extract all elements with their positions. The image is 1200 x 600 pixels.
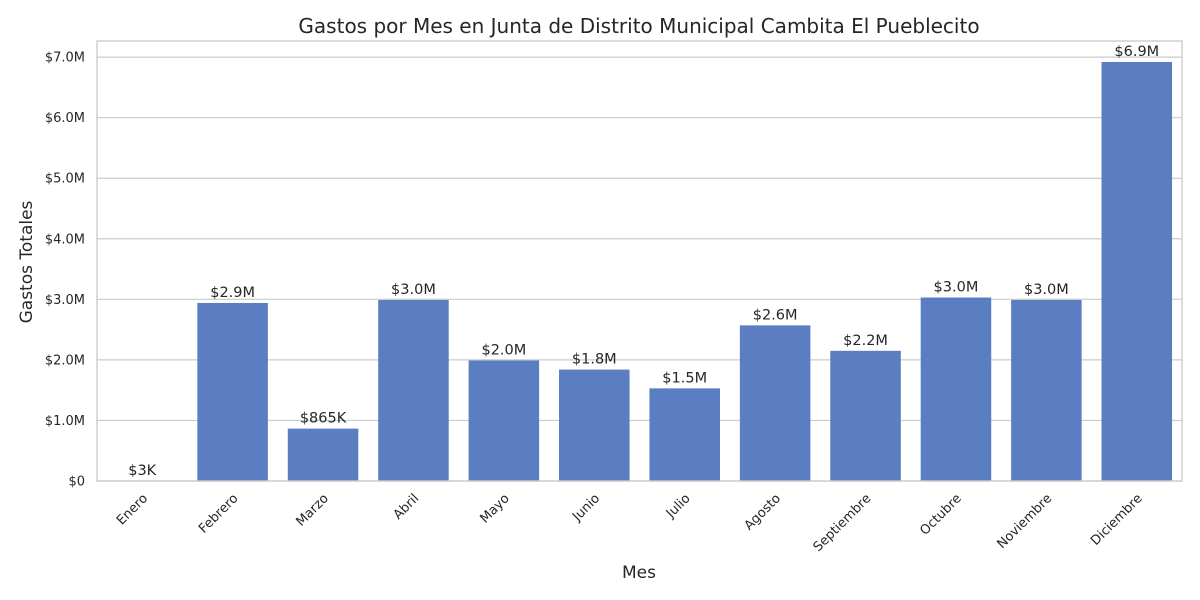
x-tick-label: Marzo (293, 491, 331, 529)
data-label: $2.2M (843, 333, 888, 349)
bar (287, 428, 359, 481)
bar (378, 299, 449, 481)
bar (1011, 299, 1082, 481)
y-tick-label: $0 (68, 475, 85, 490)
data-label: $1.5M (662, 370, 707, 386)
bar (197, 302, 268, 481)
data-label: $2.9M (210, 285, 255, 301)
bar (920, 297, 992, 481)
x-tick-label: Enero (114, 491, 151, 528)
x-tick-label: Septiembre (811, 491, 875, 555)
bar (1101, 61, 1173, 481)
data-label: $865K (300, 411, 347, 427)
data-label: $2.6M (753, 307, 798, 323)
x-tick-label: Junio (569, 491, 603, 525)
data-label: $1.8M (572, 352, 617, 368)
grid-lines (97, 56, 1182, 482)
data-label: $6.9M (1114, 44, 1159, 60)
x-axis-label: Mes (622, 563, 656, 583)
y-tick-label: $6.0M (45, 111, 85, 126)
y-tick-label: $5.0M (45, 172, 85, 187)
x-tick-label: Noviembre (994, 491, 1055, 552)
x-tick-labels: Enero Febrero Marzo Abril Mayo Junio Julio Agos… (114, 491, 1146, 555)
y-axis-label: Gastos Totales (17, 200, 37, 323)
bar (830, 350, 901, 481)
data-label: $3.0M (1024, 282, 1069, 298)
x-tick-label: Agosto (742, 491, 784, 533)
chart-title: Gastos por Mes en Junta de Distrito Muni… (298, 14, 979, 38)
bar (649, 388, 720, 481)
y-tick-label: $2.0M (45, 353, 85, 368)
bar (739, 325, 811, 481)
x-tick-label: Julio (663, 491, 694, 522)
y-tick-label: $1.0M (45, 414, 85, 429)
bar (559, 369, 630, 481)
bar (468, 360, 540, 481)
plot-frame (96, 40, 1183, 482)
data-labels: $3K $2.9M $865K $3.0M $2.0M $1.8M $1.5M $2.6M $2… (128, 44, 1159, 479)
x-tick-label: Diciembre (1088, 491, 1146, 549)
x-tick-label: Mayo (477, 491, 512, 526)
data-label: $3.0M (391, 282, 436, 298)
y-tick-labels: $0 $1.0M $2.0M $3.0M $4.0M $5.0M $6.0M $7.0M (45, 51, 85, 490)
y-tick-label: $7.0M (45, 51, 85, 66)
bars (106, 61, 1173, 481)
data-label: $3K (128, 463, 156, 479)
x-tick-label: Abril (391, 491, 423, 523)
y-tick-label: $4.0M (45, 232, 85, 247)
data-label: $3.0M (934, 280, 979, 296)
data-label: $2.0M (481, 342, 526, 358)
y-tick-label: $3.0M (45, 293, 85, 308)
x-tick-label: Octubre (917, 491, 964, 538)
x-tick-label: Febrero (196, 491, 241, 536)
